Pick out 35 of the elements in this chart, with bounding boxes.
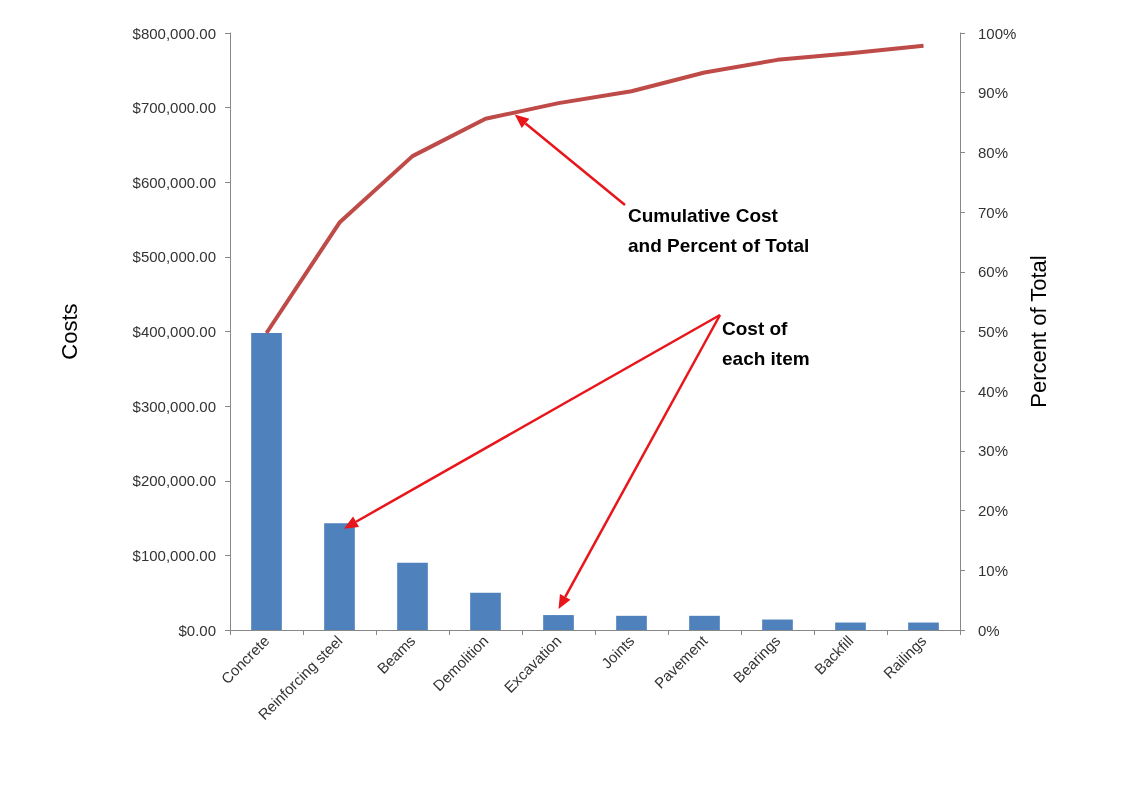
y2-tick-label: 40% — [978, 382, 1009, 400]
bar — [397, 562, 428, 630]
y-tick-label: $700,000.00 — [132, 99, 216, 117]
bar — [324, 523, 355, 630]
y2-tick-label: 20% — [978, 502, 1009, 520]
y2-tick-label: 10% — [978, 561, 1009, 579]
bar — [470, 592, 501, 630]
bar — [908, 622, 939, 630]
y-tick-label: $500,000.00 — [132, 248, 216, 266]
y-axis-title: Costs — [56, 303, 82, 360]
y2-tick-label: 90% — [978, 84, 1009, 102]
y2-axis-title: Percent of Total — [1025, 255, 1051, 408]
bar — [835, 622, 866, 630]
y-tick-label: $200,000.00 — [132, 472, 216, 490]
y2-tick-label: 60% — [978, 263, 1009, 281]
y2-tick-label: 0% — [978, 621, 1000, 639]
annotation: Cumulative Cost and Percent of Total — [628, 204, 810, 256]
annotation: Cost of each item — [722, 317, 810, 369]
y2-tick-label: 70% — [978, 203, 1009, 221]
y-tick-label: $400,000.00 — [132, 323, 216, 340]
line-series — [264, 43, 926, 335]
y-tick-label: $600,000.00 — [132, 173, 216, 191]
bar — [762, 619, 793, 630]
y2-tick-label: 30% — [978, 442, 1009, 460]
y2-tick-label: 80% — [978, 143, 1009, 161]
bar — [616, 615, 647, 630]
bar — [689, 615, 720, 630]
y-tick-label: $0.00 — [178, 621, 216, 639]
y2-tick-label: 50% — [978, 323, 1009, 340]
y-tick-label: $100,000.00 — [132, 546, 216, 564]
y-tick-label: $800,000.00 — [132, 24, 216, 42]
y-tick-label: $300,000.00 — [132, 397, 216, 415]
bar — [251, 332, 282, 630]
y2-tick-label: 100% — [978, 24, 1017, 42]
bar — [543, 615, 574, 630]
